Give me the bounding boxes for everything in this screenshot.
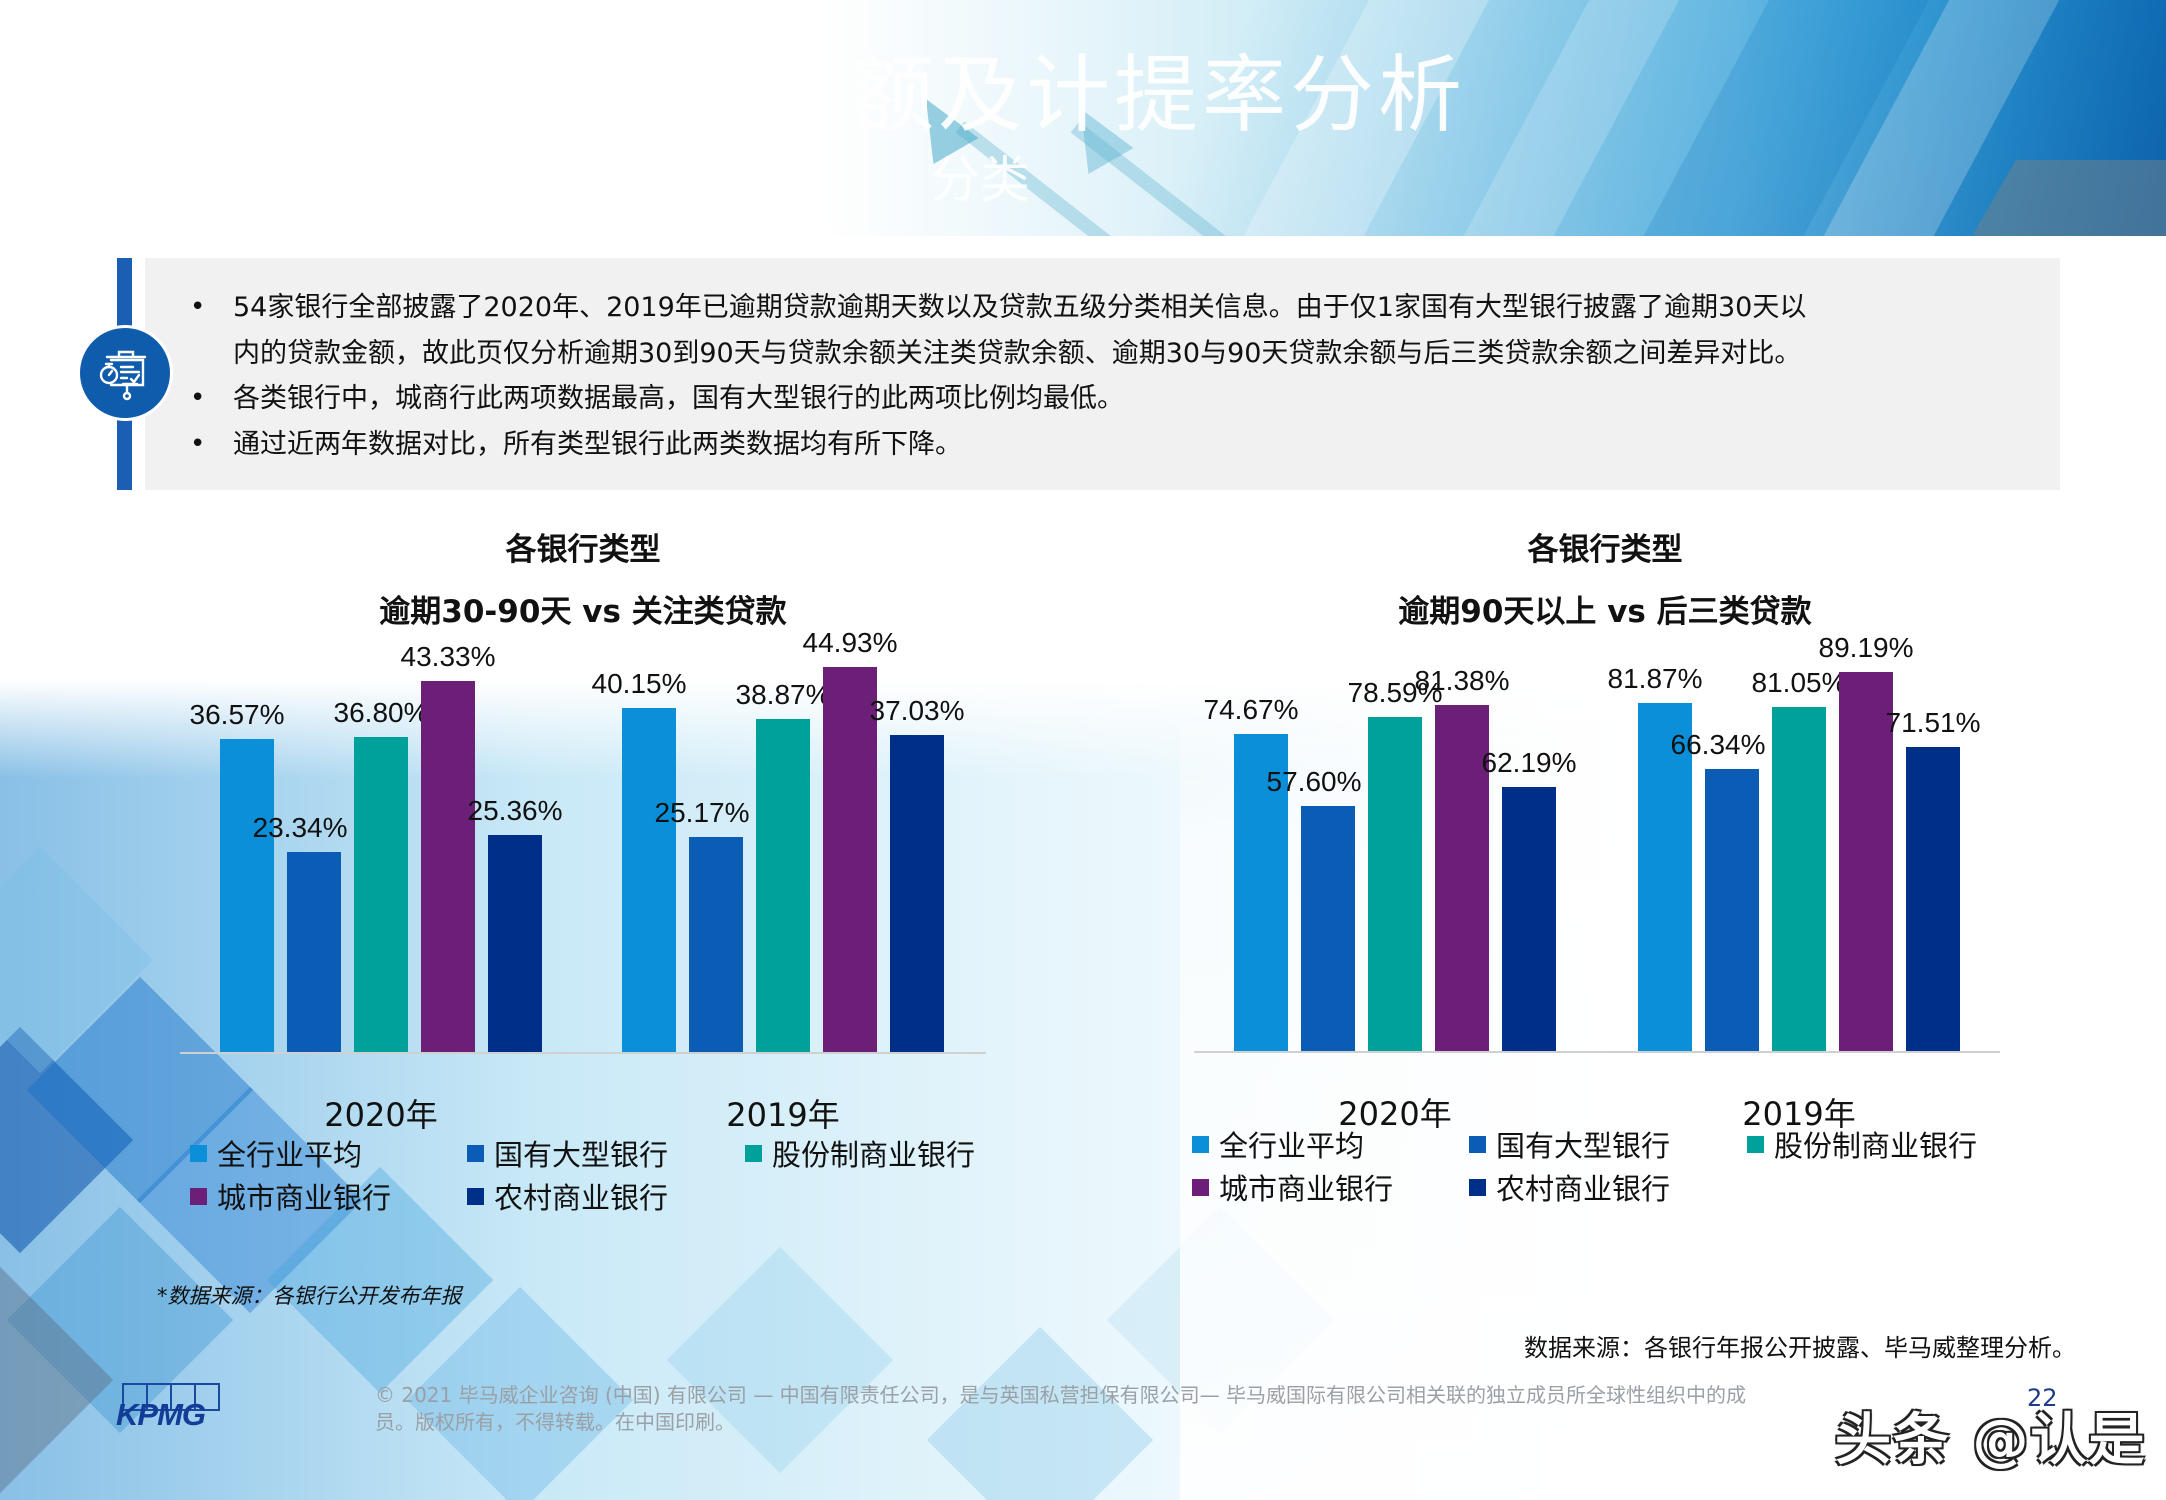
data-label: 36.57% <box>189 699 285 730</box>
chart-subtitle: 逾期90天以上 vs 后三类贷款 <box>1398 594 1812 630</box>
legend-label: 城市商业银行 <box>1219 1172 1394 1206</box>
legend-label: 股份制商业银行 <box>1774 1129 1978 1163</box>
bar <box>421 681 475 1052</box>
chart-subtitle: 逾期30-90天 vs 关注类贷款 <box>379 594 787 630</box>
bar <box>622 708 676 1052</box>
bar <box>1906 747 1960 1051</box>
data-label: 81.05% <box>1751 667 1847 698</box>
legend-label: 城市商业银行 <box>217 1181 392 1215</box>
legend-label: 全行业平均 <box>217 1138 363 1172</box>
legend-item: 国有大型银行 <box>1469 1123 1670 1165</box>
legend-swatch <box>1469 1178 1486 1196</box>
legend-item: 农村商业银行 <box>467 1175 668 1217</box>
bullet-item: 各类银行中，城商行此两项数据最高，国有大型银行的此两项比例均最低。 <box>190 376 1990 422</box>
data-label: 81.87% <box>1607 663 1703 694</box>
bar <box>354 737 408 1052</box>
presentation-stopwatch-icon <box>77 325 173 421</box>
data-label: 23.34% <box>252 812 348 843</box>
legend-item: 全行业平均 <box>1192 1123 1364 1165</box>
bar <box>1301 806 1355 1051</box>
x-axis-line <box>180 1052 986 1054</box>
data-label: 62.19% <box>1481 747 1577 778</box>
data-label: 44.93% <box>802 627 898 658</box>
bar <box>1638 703 1692 1051</box>
legend-label: 全行业平均 <box>1219 1129 1365 1163</box>
bar <box>890 735 944 1052</box>
summary-bullets: 54家银行全部披露了2020年、2019年已逾期贷款逾期天数以及贷款五级分类相关… <box>190 285 1990 467</box>
x-axis-line <box>1194 1051 2000 1053</box>
legend-label: 股份制商业银行 <box>772 1138 976 1172</box>
legend-item: 股份制商业银行 <box>745 1132 975 1174</box>
page-number: 22 <box>2027 1384 2058 1412</box>
bar <box>1502 787 1556 1051</box>
bar <box>1772 707 1826 1051</box>
category-label: 2020年 <box>324 1096 438 1134</box>
watermark: 头条 @认是 <box>1835 1408 2147 1473</box>
legend-label: 农村商业银行 <box>494 1181 669 1215</box>
bar <box>1234 734 1288 1051</box>
bar <box>823 667 877 1052</box>
banner-title: 额及计提率分析 <box>850 46 1467 144</box>
data-label: 25.36% <box>467 795 563 826</box>
bar <box>1705 769 1759 1051</box>
chart-overdue-90-plus: 各银行类型 逾期90天以上 vs 后三类贷款 74.67% 57.60% 78.59… <box>1170 520 2040 1220</box>
data-label: 57.60% <box>1266 766 1362 797</box>
legend-label: 国有大型银行 <box>494 1138 669 1172</box>
copyright-text: © 2021 毕马威企业咨询 (中国) 有限公司 — 中国有限责任公司，是与英国… <box>375 1383 1747 1434</box>
bar <box>1435 705 1489 1051</box>
legend-item: 全行业平均 <box>190 1132 362 1174</box>
bar <box>1368 717 1422 1051</box>
bar <box>1839 672 1893 1051</box>
legend-item: 城市商业银行 <box>1192 1166 1393 1208</box>
data-label: 25.17% <box>654 797 750 828</box>
category-label: 2019年 <box>726 1096 840 1134</box>
bullet-text: 54家银行全部披露了2020年、2019年已逾期贷款逾期天数以及贷款五级分类相关… <box>233 292 1807 323</box>
legend-item: 股份制商业银行 <box>1747 1123 1977 1165</box>
bullet-item: 54家银行全部披露了2020年、2019年已逾期贷款逾期天数以及贷款五级分类相关… <box>190 285 1990 376</box>
data-label: 74.67% <box>1203 694 1299 725</box>
legend-swatch <box>1192 1178 1209 1196</box>
data-label: 81.38% <box>1414 665 1510 696</box>
data-label: 78.59% <box>1347 677 1443 708</box>
bar <box>220 739 274 1052</box>
bar <box>287 852 341 1052</box>
data-label: 40.15% <box>591 668 687 699</box>
data-source-note: *数据来源：各银行公开发布年报 <box>157 1284 462 1308</box>
data-label: 66.34% <box>1670 729 1766 760</box>
legend-swatch <box>190 1144 207 1162</box>
bar <box>756 719 810 1052</box>
data-source-footnote: 数据来源：各银行年报公开披露、毕马威整理分析。 <box>1524 1334 2076 1362</box>
legend-swatch <box>1469 1135 1486 1153</box>
data-label: 43.33% <box>400 641 496 672</box>
data-label: 36.80% <box>333 697 429 728</box>
legend-item: 城市商业银行 <box>190 1175 391 1217</box>
chart-title: 各银行类型 <box>505 532 661 568</box>
legend-swatch <box>1192 1135 1209 1153</box>
legend-swatch <box>1747 1135 1764 1153</box>
header-banner-background <box>0 0 2166 236</box>
data-label: 89.19% <box>1818 632 1914 663</box>
category-label: 2019年 <box>1742 1095 1856 1133</box>
bullet-text: 内的贷款金额，故此页仅分析逾期30到90天与贷款余额关注类贷款余额、逾期30与9… <box>233 337 1802 369</box>
legend-label: 国有大型银行 <box>1496 1129 1671 1163</box>
chart-overdue-30-90: 各银行类型 逾期30-90天 vs 关注类贷款 36.57% 23.34% 36.8… <box>150 520 1016 1220</box>
kpmg-logo: KPMG <box>116 1383 226 1432</box>
chart-title: 各银行类型 <box>1527 532 1683 568</box>
legend-swatch <box>190 1187 207 1205</box>
bullet-item: 通过近两年数据对比，所有类型银行此两类数据均有所下降。 <box>190 422 1990 468</box>
data-label: 38.87% <box>735 679 831 710</box>
legend-swatch <box>467 1187 484 1205</box>
legend-item: 农村商业银行 <box>1469 1166 1670 1208</box>
legend-label: 农村商业银行 <box>1496 1172 1671 1206</box>
legend-swatch <box>745 1144 762 1162</box>
banner-subtitle: 分类 <box>930 151 1030 209</box>
data-label: 71.51% <box>1885 707 1981 738</box>
bar <box>488 835 542 1052</box>
data-label: 37.03% <box>869 695 965 726</box>
bar <box>689 837 743 1052</box>
category-label: 2020年 <box>1338 1095 1452 1133</box>
legend-item: 国有大型银行 <box>467 1132 668 1174</box>
legend-swatch <box>467 1144 484 1162</box>
